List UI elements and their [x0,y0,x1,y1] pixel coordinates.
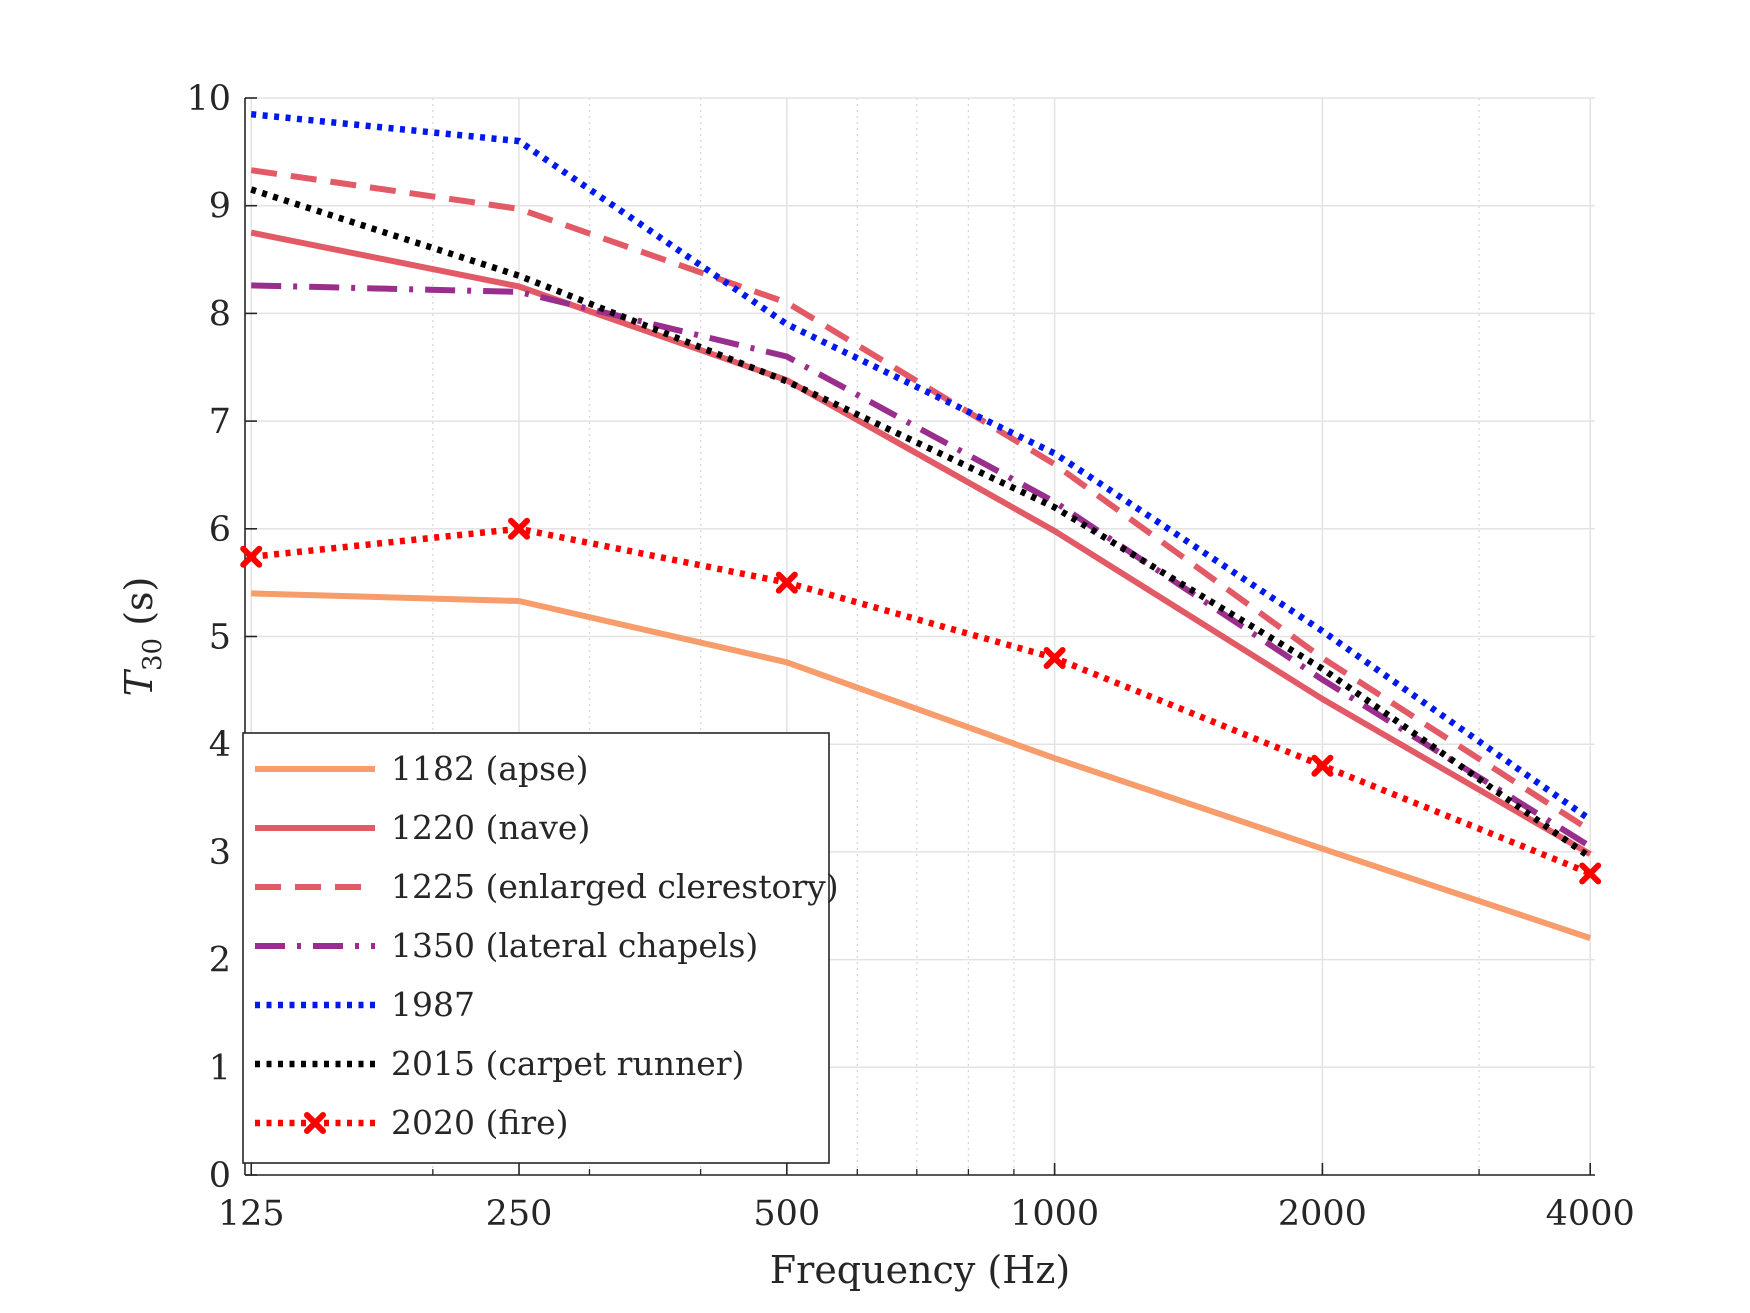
legend-entry: 1987 [255,985,475,1024]
y-tick-label: 1 [209,1048,231,1088]
y-tick-label: 2 [209,941,231,981]
series-2020 [240,517,1602,885]
series-line [250,229,1592,857]
series-1350 [251,282,1592,850]
x-marker-stroke [240,545,263,568]
series-line [250,167,1592,833]
legend-label: 1182 (apse) [391,749,588,788]
y-tick-label: 3 [209,833,231,873]
y-tick-label: 4 [209,725,231,765]
x-marker [1043,647,1066,670]
y-tick-label: 0 [209,1156,231,1196]
x-tick-label: 2000 [1278,1194,1367,1234]
series-1220 [250,229,1592,857]
legend-label: 1350 (lateral chapels) [391,926,758,965]
x-marker-stroke [1043,647,1066,670]
legend-label: 2020 (fire) [391,1103,569,1142]
x-marker-stroke [775,571,798,594]
x-marker [775,571,798,594]
legend-entry: 1350 (lateral chapels) [255,926,758,965]
series-2015 [250,186,1593,860]
y-axis-label-unit: (s) [117,577,161,638]
legend-label: 2015 (carpet runner) [391,1044,744,1083]
x-marker [508,517,531,540]
x-tick-label: 250 [486,1194,553,1234]
x-marker-stroke [508,517,531,540]
tick-labels: 125 250 500 1000 2000 4000 0 1 2 3 4 5 6 7 8 9 10 [186,79,1634,1234]
legend-entry: 2015 (carpet runner) [255,1044,744,1083]
x-marker [304,1112,326,1134]
legend-label: 1987 [391,985,475,1024]
x-axis-label: Frequency (Hz) [770,1248,1070,1292]
x-tick-label: 1000 [1010,1194,1099,1234]
series-1987 [250,110,1593,823]
y-axis-label-sub: 30 [138,638,168,671]
y-axis-label-main: T [117,668,161,696]
legend-entry: 2020 (fire) [255,1103,569,1142]
x-marker-stroke [1579,862,1602,885]
legend-entry: 1225 (enlarged clerestory) [255,867,839,906]
series-line [250,525,1592,877]
series-1182 [251,590,1592,941]
x-tick-label: 500 [753,1194,820,1234]
series-line [250,186,1593,860]
legend-entry: 1182 (apse) [255,749,588,788]
series-line [251,590,1592,941]
y-tick-label: 7 [209,402,231,442]
x-marker [240,545,263,568]
series-layer [240,110,1602,941]
legend-label: 1220 (nave) [391,808,590,847]
y-tick-label: 6 [209,510,231,550]
x-marker-stroke [1311,754,1334,777]
series-line [251,282,1592,850]
x-tick-label: 125 [218,1194,285,1234]
y-tick-label: 5 [209,618,231,658]
y-axis-label: T30 (s) [117,577,168,697]
y-tick-label: 9 [209,187,231,227]
x-marker [1579,862,1602,885]
legend-entry: 1220 (nave) [255,808,590,847]
x-marker-stroke [304,1112,326,1134]
series-line [250,110,1593,823]
legend: 1182 (apse) 1220 (nave) 1225 (enlarged cle… [242,732,839,1164]
y-tick-label: 8 [209,294,231,334]
legend-label: 1225 (enlarged clerestory) [391,867,839,906]
x-marker [1311,754,1334,777]
series-1225 [250,167,1592,833]
y-tick-label: 10 [186,79,231,119]
x-tick-label: 4000 [1546,1194,1635,1234]
